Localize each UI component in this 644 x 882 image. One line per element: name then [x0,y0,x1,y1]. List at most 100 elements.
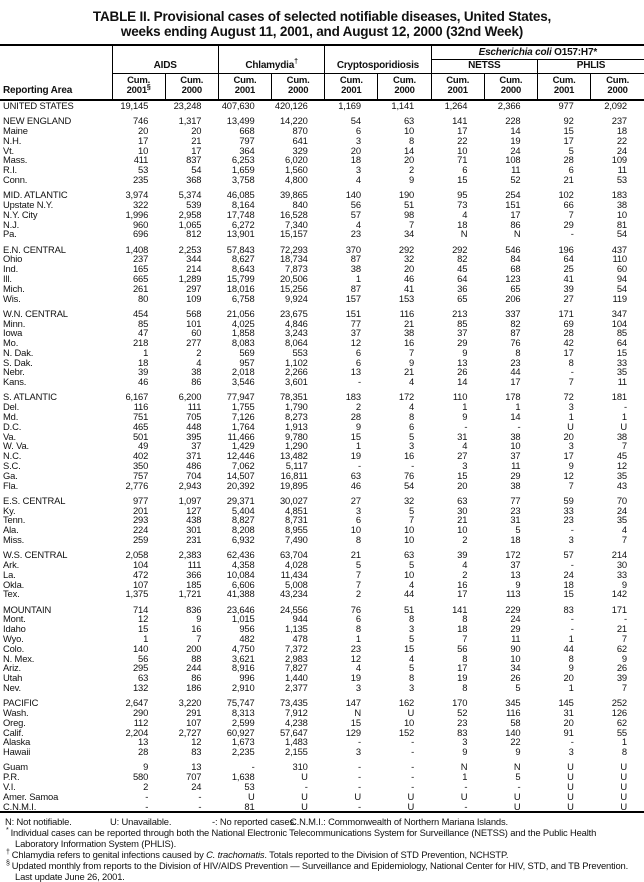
cell-value: 9 [462,346,468,358]
cell-value: 110 [612,253,628,265]
cell-value: 9 [621,652,627,664]
cell-value: 18 [616,124,627,136]
cell-value: 39 [457,549,468,561]
cell-value: 665 [132,272,149,284]
table-row: Kans. 46 86 3,546 3,601 - 4 14 17 7 11 [0,377,644,387]
cell-value: 23,248 [173,100,202,111]
row-area-label: Ill. [3,272,12,284]
cell-value: 185 [186,578,202,590]
cell-value: - [145,790,149,802]
cell-value: 104 [611,317,627,329]
cell-value: 14,507 [226,469,255,481]
cell-value: 14 [403,144,415,156]
cell-value: 27 [563,292,574,304]
cell-value: - [357,771,361,783]
table-row: N.C. 402 371 12,446 13,482 19 16 27 37 17 45 [0,451,644,461]
cell-value: 9,924 [285,292,308,304]
cell-value: 9,780 [285,430,308,442]
col-header-cum: Cum. 2000 [271,73,325,101]
cell-value: 1 [462,401,468,413]
table-row: Colo. 140 200 4,750 7,372 23 15 56 90 44 62 [0,643,644,654]
cell-value: 4 [462,208,468,220]
cell-value: 2,647 [125,697,149,709]
cell-value: 20 [403,154,415,166]
cell-value: 14,220 [279,115,308,127]
table-row: UNITED STATES 19,145 23,248 407,630 420,126 1… [0,100,644,111]
cell-value: 85 [616,327,627,339]
cell-value: U [620,771,627,783]
cell-value: 3,546 [231,376,255,388]
table-row: MOUNTAIN 714 836 23,646 24,556 76 51 141 229 83 17… [0,604,644,615]
cell-value: 77,947 [226,391,255,403]
cell-value: 1,015 [231,613,255,625]
cell-value: 705 [186,411,202,423]
cell-value: 24 [191,780,202,792]
cell-value: 13 [191,761,202,773]
cell-value: 28 [563,154,574,166]
cell-value: 18,734 [279,253,308,265]
row-area-label: Miss. [3,534,25,546]
cell-value: 370 [345,243,361,255]
cell-value: 7 [621,681,627,693]
row-area-label: Oreg. [3,716,26,728]
cell-value: 329 [292,144,308,156]
row-area-label: N.J. [3,218,20,230]
cell-value: 165 [132,263,149,275]
cell-value: - [357,736,361,748]
table-row: Iowa 47 60 1,858 3,243 37 38 37 87 28 85 [0,328,644,338]
cell-value: 395 [186,430,202,442]
cell-value: 8,083 [231,337,255,349]
cell-value: 371 [186,450,202,462]
cell-value: 2,018 [231,366,255,378]
cell-value: 368 [186,173,202,185]
cell-value: 16 [403,450,415,462]
table-row: N. Dak. 1 2 569 553 6 7 9 8 17 15 [0,348,644,358]
cell-value: 11 [511,460,521,472]
cell-value: 297 [186,282,202,294]
cell-value: 49 [138,440,149,452]
cell-value: 24 [510,144,521,156]
col-group-phlis: PHLIS [537,59,644,74]
cell-value: - [570,228,574,240]
cell-value: 337 [505,307,521,319]
row-area-label: Conn. [3,173,28,185]
cell-value: 21,056 [226,307,255,319]
cell-value: 4,028 [285,559,308,570]
table-row: Utah 63 86 996 1,440 19 8 19 26 20 39 [0,673,644,683]
row-area-label: N.Y. City [3,208,38,220]
legend-unavailable: U: Unavailable. [110,816,172,828]
cell-value: 7,827 [285,662,308,674]
cell-value: 95 [457,189,468,201]
cell-value: 2,383 [178,549,202,561]
row-area-label: Va. [3,430,16,442]
cell-value: 181 [611,391,627,403]
cell-value: 9 [515,746,521,758]
cell-value: 10 [403,568,415,580]
table-row: Guam 9 13 - 310 - - N N U U [0,762,644,772]
cell-value: 13 [510,568,521,580]
cell-value: 1 [568,411,574,423]
cell-value: 68 [510,263,521,275]
cell-value: 104 [132,559,149,570]
cell-value: 20,506 [279,272,308,284]
cell-value: 1,375 [125,588,149,600]
cell-value: 12 [563,469,574,481]
cell-value: 18 [510,534,521,546]
table-row: Tex. 1,375 1,721 41,388 43,234 2 44 17 113 15 142 [0,589,644,599]
cell-value: 277 [186,337,202,349]
cell-value: 45 [616,450,627,462]
cell-value: 29 [563,218,574,230]
cell-value: 172 [505,549,521,561]
cell-value: 7,340 [285,218,308,230]
table-row: W.N. CENTRAL 454 568 21,056 23,675 151 116 213 3… [0,307,644,319]
row-area-label: Kans. [3,376,27,388]
cell-value: 5,008 [285,578,308,590]
cell-value: 956 [239,623,255,635]
cell-value: 56 [138,652,149,664]
cell-value: 261 [132,282,149,294]
cell-value: 87 [350,282,361,294]
cell-value: 1,755 [231,401,255,413]
cell-value: 116 [399,307,415,319]
cell-value: 16 [191,623,202,635]
cell-value: 12,446 [226,450,255,462]
